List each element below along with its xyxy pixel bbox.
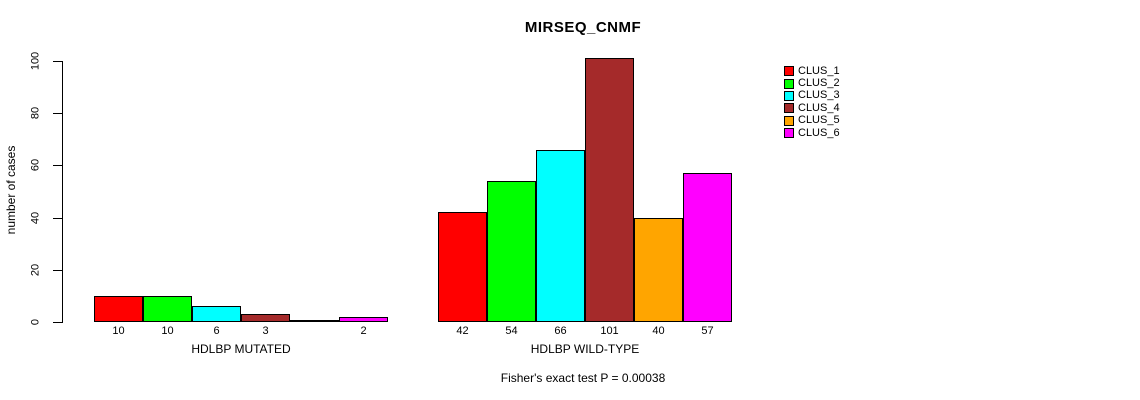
bar-value-label: 6: [213, 325, 220, 337]
fisher-test-annotation: Fisher's exact test P = 0.00038: [500, 371, 666, 385]
legend-swatch-clus_5: [784, 115, 794, 126]
y-tick-label: 60: [29, 159, 42, 172]
bar-clus_5-group2: [634, 218, 683, 322]
y-tick-label: 20: [29, 263, 42, 276]
legend-swatch-clus_4: [784, 103, 794, 114]
legend: CLUS_1 CLUS_2 CLUS_3 CLUS_4 CLUS_5 CLUS_6: [784, 65, 840, 139]
legend-row-clus_2: CLUS_2: [784, 77, 840, 89]
legend-row-clus_6: CLUS_6: [784, 127, 840, 139]
y-tick-mark: [53, 217, 62, 219]
y-tick-label: 40: [29, 211, 42, 224]
bar-clus_2-group2: [487, 181, 536, 322]
legend-swatch-clus_6: [784, 128, 794, 139]
legend-label-clus_6: CLUS_6: [798, 126, 840, 139]
legend-swatch-clus_3: [784, 90, 794, 101]
legend-label-clus_2: CLUS_2: [798, 77, 840, 90]
bar-clus_2-group1: [143, 296, 192, 322]
y-tick-mark: [53, 113, 62, 115]
y-tick-label: 80: [29, 107, 42, 120]
bar-clus_6-group2: [683, 173, 732, 322]
bar-value-label: 57: [701, 325, 714, 337]
legend-label-clus_1: CLUS_1: [798, 64, 840, 77]
y-tick-mark: [53, 165, 62, 167]
y-tick-mark: [53, 322, 62, 323]
chart-title: MIRSEQ_CNMF: [524, 19, 642, 36]
bar-value-label: 101: [600, 325, 619, 337]
bar-clus_6-group1: [339, 317, 388, 322]
y-tick-mark: [53, 269, 62, 271]
bar-value-label: 54: [505, 325, 518, 337]
bar-value-label: 40: [652, 325, 665, 337]
bar-clus_4-group1: [241, 314, 290, 322]
y-tick-mark: [53, 61, 62, 62]
bar-clus_5-group1: [290, 320, 339, 322]
bar-value-label: 2: [360, 325, 367, 337]
legend-row-clus_3: CLUS_3: [784, 90, 840, 102]
bar-clus_1-group2: [438, 212, 487, 322]
group-label-1: HDLBP MUTATED: [191, 342, 291, 356]
bar-clus_4-group2: [585, 58, 634, 322]
bar-value-label: 10: [112, 325, 125, 337]
bar-value-label: 3: [262, 325, 269, 337]
y-tick-label: 0: [29, 318, 42, 326]
y-axis-line: [62, 61, 63, 323]
legend-row-clus_4: CLUS_4: [784, 102, 840, 114]
bar-clus_3-group2: [536, 150, 585, 322]
legend-swatch-clus_1: [784, 66, 794, 77]
legend-swatch-clus_2: [784, 78, 794, 89]
bar-clus_1-group1: [94, 296, 143, 322]
legend-row-clus_1: CLUS_1: [784, 65, 840, 77]
legend-row-clus_5: CLUS_5: [784, 115, 840, 127]
bar-value-label: 42: [456, 325, 469, 337]
legend-label-clus_3: CLUS_3: [798, 89, 840, 102]
bar-clus_3-group1: [192, 306, 241, 322]
legend-label-clus_4: CLUS_4: [798, 101, 840, 114]
y-tick-label: 100: [29, 51, 42, 71]
group-label-2: HDLBP WILD-TYPE: [530, 342, 640, 356]
bar-value-label: 66: [554, 325, 567, 337]
legend-label-clus_5: CLUS_5: [798, 114, 840, 127]
bar-value-label: 10: [161, 325, 174, 337]
